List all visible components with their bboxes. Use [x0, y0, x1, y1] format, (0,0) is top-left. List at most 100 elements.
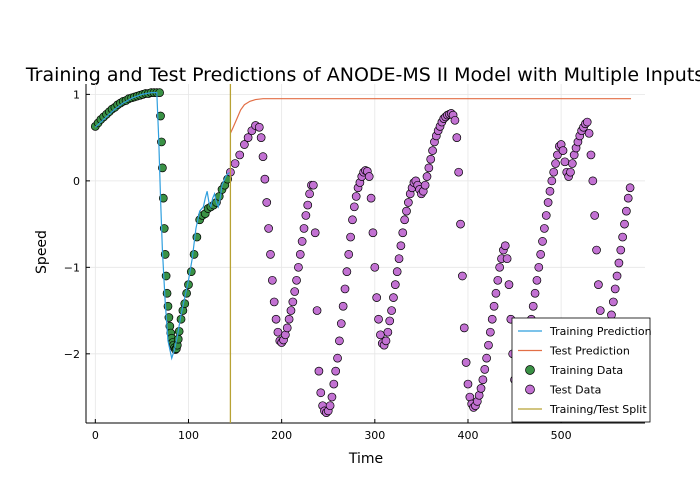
- test-data-point: [299, 224, 309, 233]
- test-data-point: [538, 237, 547, 246]
- test-data-point: [558, 146, 568, 155]
- test-data-point: [620, 219, 629, 229]
- legend-label-training_prediction: Training Prediction: [549, 325, 652, 338]
- test-data-point: [290, 287, 300, 296]
- training-prediction-line: [94, 92, 231, 361]
- test-data-point: [495, 262, 505, 272]
- test-data-point: [305, 189, 314, 199]
- test-data-point: [310, 228, 320, 238]
- test-data-point: [340, 284, 350, 294]
- test-data-point: [288, 297, 298, 307]
- test-data-point: [295, 250, 305, 259]
- test-data-point: [383, 327, 393, 337]
- test-data-point: [314, 366, 324, 376]
- test-data-point: [264, 224, 273, 233]
- test-data-point: [623, 193, 633, 203]
- test-data-point: [398, 228, 408, 238]
- x-tick-label: 300: [364, 429, 385, 442]
- test-data-point: [493, 275, 503, 285]
- test-data-point: [243, 133, 253, 142]
- test-data-point: [595, 306, 605, 315]
- test-data-point: [610, 284, 620, 294]
- test-data-point: [336, 319, 346, 328]
- x-axis-label: Time: [348, 451, 383, 467]
- test-data-point: [297, 237, 307, 246]
- test-data-point: [351, 192, 361, 201]
- test-data-point: [530, 288, 540, 298]
- test-data-point: [476, 384, 486, 393]
- test-data-point: [256, 133, 266, 142]
- test-data-point: [333, 353, 342, 363]
- y-tick-label: 0: [73, 175, 80, 188]
- test-data-point: [484, 340, 493, 350]
- training-data-point: [157, 137, 166, 147]
- test-data-point: [303, 200, 313, 210]
- test-data-point: [456, 219, 465, 229]
- test-data-point: [551, 159, 560, 168]
- test-data-point: [294, 262, 303, 272]
- test-data-point: [422, 172, 432, 181]
- test-data-point: [428, 146, 437, 155]
- test-data-point: [592, 245, 601, 255]
- chart-title: Training and Test Predictions of ANODE-M…: [25, 64, 700, 86]
- test-data-point: [452, 133, 462, 142]
- test-data-point: [461, 358, 471, 367]
- test-data-point: [316, 388, 326, 398]
- test-data-point: [344, 250, 354, 259]
- legend-box: [511, 317, 651, 423]
- test-data-point: [549, 167, 559, 177]
- y-tick-label: −1: [64, 261, 80, 274]
- test-data-point: [482, 353, 491, 363]
- test-data-point: [262, 198, 272, 207]
- test-data-point: [273, 327, 283, 337]
- test-data-point: [312, 306, 322, 315]
- test-data-point: [349, 202, 359, 212]
- test-data-point: [329, 379, 339, 389]
- test-data-point: [240, 140, 249, 149]
- test-data-point: [364, 172, 374, 181]
- test-data-point: [463, 379, 473, 389]
- legend-swatch-test_data: [525, 384, 535, 395]
- legend-swatch-training_data: [525, 365, 535, 375]
- test-data-point: [402, 206, 411, 216]
- test-data-point: [260, 174, 270, 184]
- test-data-point: [267, 275, 277, 285]
- test-data-point: [532, 275, 542, 285]
- test-data-point: [616, 245, 626, 255]
- test-data-point: [389, 293, 398, 302]
- test-data-point: [284, 314, 294, 324]
- legend-label-test_data: Test Data: [549, 384, 601, 397]
- x-tick-label: 100: [178, 429, 199, 442]
- test-data-point: [614, 258, 624, 268]
- test-data-point: [536, 250, 546, 259]
- test-data-point: [534, 262, 544, 272]
- test-data-point: [500, 241, 510, 251]
- x-tick-label: 200: [271, 429, 292, 442]
- legend: Training Prediction Test Prediction Traini…: [511, 317, 652, 423]
- test-data-point: [454, 167, 464, 177]
- test-data-point: [478, 375, 488, 385]
- y-tick-label: 1: [73, 88, 80, 101]
- test-data-point: [618, 232, 627, 242]
- test-data-point: [612, 271, 622, 281]
- training-data-point: [156, 111, 165, 121]
- test-data-point: [346, 232, 355, 242]
- test-data-point: [230, 159, 240, 168]
- test-data-point: [625, 183, 635, 193]
- test-data-point: [584, 128, 594, 138]
- test-data-point: [368, 228, 378, 238]
- test-data-point: [331, 366, 341, 376]
- test-data-point: [424, 163, 434, 173]
- test-data-point: [400, 215, 409, 225]
- test-data-point: [269, 297, 279, 307]
- test-data-point: [394, 254, 404, 264]
- test-data-point: [485, 327, 495, 337]
- test-data-point: [560, 157, 570, 167]
- y-tick-label: −2: [64, 348, 80, 361]
- test-data-point: [335, 336, 344, 346]
- test-data-point: [567, 159, 577, 168]
- x-tick-label: 400: [457, 429, 478, 442]
- test-data-point: [582, 117, 592, 127]
- test-data-point: [327, 392, 337, 402]
- test-data-point: [426, 154, 436, 164]
